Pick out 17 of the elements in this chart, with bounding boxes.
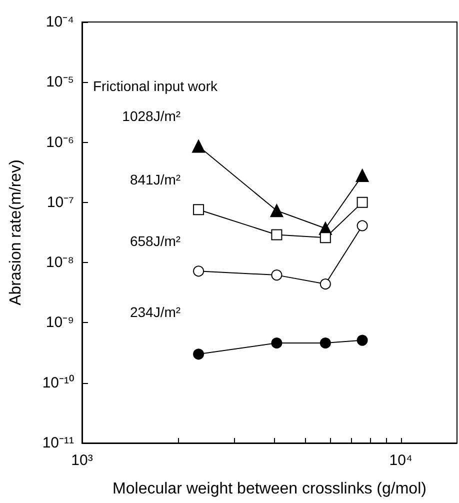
y-tick-label: 10⁻⁹ (46, 314, 74, 332)
y-tick-label: 10⁻⁶ (46, 134, 74, 151)
series-label: 658J/m² (130, 233, 181, 250)
y-tick-label: 10⁻⁷ (46, 194, 74, 211)
series-label: 1028J/m² (122, 108, 181, 124)
y-tick-label: 10⁻⁴ (46, 14, 74, 30)
text: 234J/m² (130, 304, 181, 320)
legend-title: Frictional input work (93, 78, 218, 94)
y-tick-label: 10⁻⁸ (46, 254, 74, 272)
y-tick-label: 10⁻⁵ (46, 74, 74, 91)
y-tick-label: 10⁻¹⁰ (42, 374, 74, 392)
x-tick-label: 10⁴ (389, 452, 412, 469)
x-tick-label: 10³ (71, 452, 93, 469)
series-label: 841J/m² (130, 172, 181, 188)
y-axis-title: Abrasion rate(m/rev) (8, 160, 24, 306)
y-tick-label: 10⁻¹¹ (42, 434, 74, 452)
x-axis-title: Molecular weight between crosslinks (g/mol) (112, 480, 426, 498)
